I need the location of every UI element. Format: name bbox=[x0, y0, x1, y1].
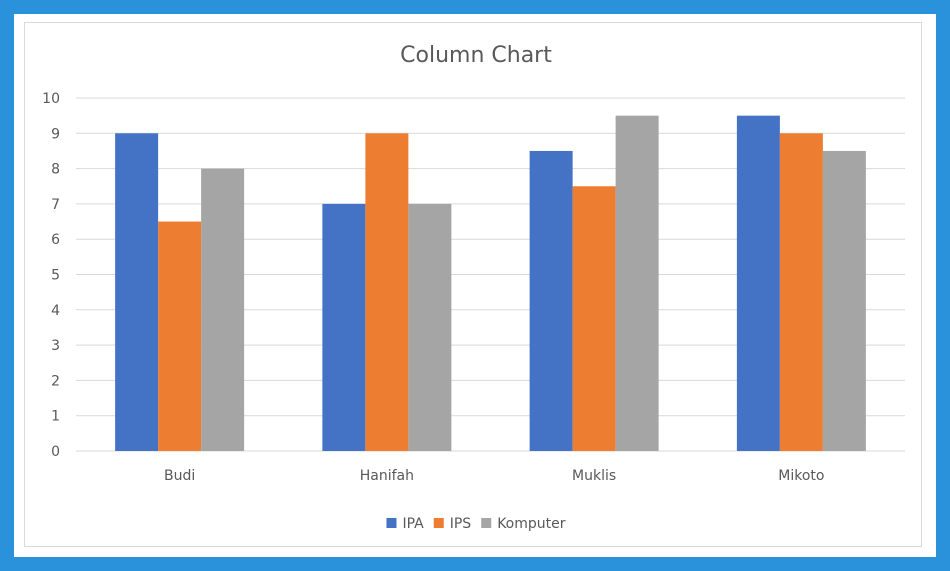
bar-komputer-budi bbox=[201, 168, 245, 451]
y-tick-label: 1 bbox=[51, 409, 60, 425]
legend-swatch bbox=[433, 518, 444, 528]
bar-ips-hanifah bbox=[365, 133, 409, 452]
y-tick-label: 3 bbox=[51, 338, 60, 354]
bar-ipa-muklis bbox=[529, 150, 573, 451]
y-tick-label: 2 bbox=[51, 373, 60, 389]
legend-item-komputer: Komputer bbox=[481, 516, 566, 532]
column-chart: Column Chart 0 1 2 3 4 5 6 7 8 9 10 Budi Hanifah Muk… bbox=[42, 43, 905, 532]
y-tick-label: 4 bbox=[51, 303, 60, 319]
legend-swatch bbox=[481, 518, 492, 528]
bars bbox=[115, 115, 866, 452]
x-axis-labels: Budi Hanifah Muklis Mikoto bbox=[164, 468, 824, 484]
legend-label: Komputer bbox=[497, 516, 566, 532]
y-tick-label: 9 bbox=[51, 126, 60, 142]
bar-ips-mikoto bbox=[779, 133, 823, 452]
y-tick-label: 10 bbox=[42, 91, 60, 107]
bar-ipa-mikoto bbox=[736, 115, 780, 452]
x-category-label: Mikoto bbox=[778, 468, 824, 484]
legend-label: IPS bbox=[450, 516, 472, 532]
x-category-label: Hanifah bbox=[360, 468, 414, 484]
chart-title: Column Chart bbox=[400, 43, 552, 68]
bar-komputer-mikoto bbox=[822, 150, 866, 451]
bar-ipa-hanifah bbox=[322, 203, 366, 451]
bar-ips-budi bbox=[158, 221, 202, 451]
bar-ips-muklis bbox=[572, 186, 616, 451]
legend-item-ipa: IPA bbox=[386, 516, 424, 532]
y-tick-label: 7 bbox=[51, 197, 60, 213]
y-tick-label: 8 bbox=[51, 162, 60, 178]
bar-komputer-muklis bbox=[615, 115, 659, 452]
y-axis-ticks: 0 1 2 3 4 5 6 7 8 9 10 bbox=[42, 91, 60, 460]
y-tick-label: 6 bbox=[51, 232, 60, 248]
y-tick-label: 5 bbox=[51, 268, 60, 284]
legend-label: IPA bbox=[402, 516, 424, 532]
x-category-label: Muklis bbox=[572, 468, 616, 484]
y-tick-label: 0 bbox=[51, 444, 60, 460]
bar-komputer-hanifah bbox=[408, 203, 452, 451]
chart-frame: Column Chart 0 1 2 3 4 5 6 7 8 9 10 Budi Hanifah Muk… bbox=[14, 14, 936, 557]
x-category-label: Budi bbox=[164, 468, 195, 484]
legend-swatch bbox=[386, 518, 397, 528]
legend: IPA IPS Komputer bbox=[386, 516, 566, 532]
bar-ipa-budi bbox=[115, 133, 159, 452]
legend-item-ips: IPS bbox=[433, 516, 472, 532]
chart-area-border bbox=[24, 22, 922, 547]
